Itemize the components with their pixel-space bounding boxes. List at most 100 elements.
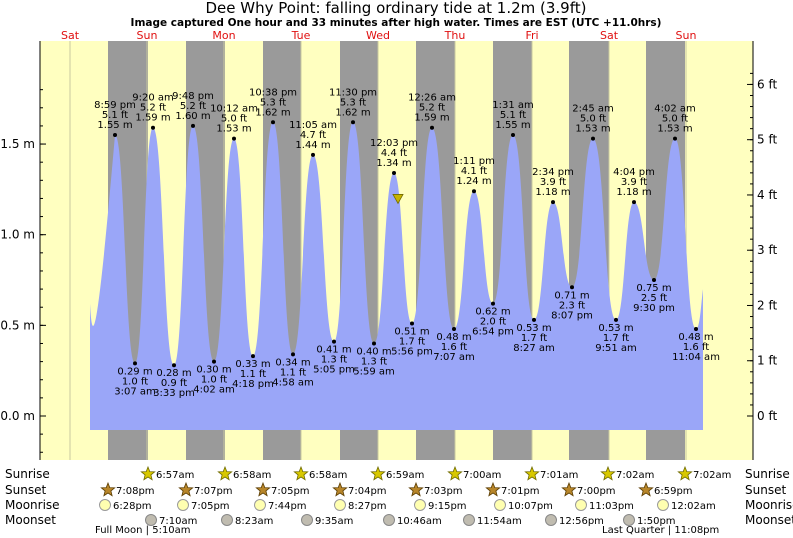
extreme-metres: 0.53 m (598, 323, 633, 334)
extreme-metres: 0.53 m (516, 323, 551, 334)
sunrise-time: 7:00am (463, 470, 501, 481)
extreme-metres: 1.60 m (175, 111, 210, 122)
low-tide-annotation: 0.53 m1.7 ft8:27 am (513, 317, 555, 354)
low-tide-annotation: 0.75 m2.5 ft9:30 pm (633, 278, 675, 314)
day-name: Wed (366, 29, 390, 42)
sunrise-icon (600, 465, 616, 481)
tide-extremes: 8:59 pm5.1 ft1.55 m0.29 m1.0 ft3:07 am9:… (94, 87, 720, 399)
high-tide-annotation: 4:04 pm3.9 ft1.18 m (613, 167, 655, 205)
extreme-feet: 1.3 ft (321, 355, 347, 366)
high-tide-annotation: 4:02 am5.0 ft1.53 m (654, 104, 696, 141)
extreme-point (392, 171, 396, 176)
extreme-time: 9:48 pm (172, 91, 214, 102)
extreme-point (311, 152, 315, 157)
moonrise-time: 8:27pm (348, 501, 387, 512)
high-tide-annotation: 8:59 pm5.1 ft1.55 m (94, 100, 136, 137)
extreme-point (511, 132, 515, 137)
extreme-point (251, 354, 255, 359)
extreme-feet: 1.3 ft (361, 356, 387, 367)
extreme-metres: 0.62 m (475, 307, 510, 318)
extreme-point (673, 136, 677, 141)
extreme-time: 2:45 am (572, 104, 614, 115)
extreme-time: 10:12 am (210, 104, 258, 115)
low-tide-annotation: 0.71 m2.3 ft8:07 pm (551, 285, 593, 321)
sunrise-icon (140, 465, 156, 481)
extreme-point (430, 125, 434, 130)
moonrise-icon (254, 499, 266, 511)
high-tide-annotation: 10:38 pm5.3 ft1.62 m (249, 87, 297, 125)
extreme-feet: 3.9 ft (540, 177, 566, 188)
low-tide-annotation: 0.53 m1.7 ft9:51 am (595, 317, 637, 354)
right-tick-label: 4 ft (757, 188, 777, 202)
left-tick-label: 0.0 m (0, 409, 35, 423)
extreme-metres: 1.53 m (657, 124, 692, 135)
extreme-feet: 1.1 ft (240, 369, 266, 380)
extreme-time: 5:05 pm (313, 365, 355, 376)
extreme-feet: 1.7 ft (521, 333, 547, 344)
sunset-icon (178, 481, 194, 497)
extreme-metres: 0.41 m (316, 345, 351, 356)
sunrise-icon (677, 465, 693, 481)
right-tick-label: 6 ft (757, 77, 777, 91)
moonrise-icon (414, 499, 426, 511)
left-tick-label: 0.5 m (0, 318, 35, 332)
moonset-time: 11:54am (477, 516, 522, 527)
extreme-time: 10:38 pm (249, 87, 297, 98)
extreme-feet: 5.1 ft (102, 110, 128, 121)
sunset-icon (408, 481, 424, 497)
moonrise-icon (575, 499, 587, 511)
extreme-point (172, 363, 176, 368)
extreme-feet: 1.1 ft (280, 367, 306, 378)
sunrise-icon (217, 465, 233, 481)
moonrise-time: 7:44pm (268, 501, 307, 512)
row-label-right: Moonrise (745, 498, 793, 512)
sunset-time: 7:00pm (577, 486, 616, 497)
extreme-metres: 1.18 m (535, 187, 570, 198)
extreme-metres: 1.55 m (97, 120, 132, 131)
extreme-time: 4:04 pm (613, 167, 655, 178)
extreme-point (372, 341, 376, 346)
sunset-icon (100, 481, 116, 497)
extreme-metres: 0.48 m (678, 332, 713, 343)
right-tick-label: 5 ft (757, 133, 777, 147)
extreme-point (133, 361, 137, 366)
extreme-metres: 1.55 m (495, 120, 530, 131)
high-tide-annotation: 9:20 am5.2 ft1.59 m (132, 93, 174, 130)
extreme-time: 7:07 am (433, 352, 475, 363)
extreme-time: 1:11 pm (453, 156, 495, 167)
sunset-time: 7:05pm (271, 486, 310, 497)
sunrise-icon (447, 465, 463, 481)
extreme-point (551, 200, 555, 205)
extreme-time: 9:51 am (595, 343, 637, 354)
moonset-time: 8:23am (235, 516, 273, 527)
right-tick-label: 2 ft (757, 298, 777, 312)
row-label-left: Moonset (5, 513, 56, 527)
moonset-icon (545, 514, 557, 526)
row-label-left: Sunrise (5, 467, 50, 481)
day-name: Tue (291, 29, 311, 42)
chart-subtitle: Image captured One hour and 33 minutes a… (131, 17, 662, 29)
extreme-feet: 2.3 ft (559, 300, 585, 311)
extreme-time: 5:56 pm (391, 347, 433, 358)
moonrise-time: 9:15pm (428, 501, 467, 512)
extreme-point (694, 326, 698, 331)
sunrise-time: 6:57am (156, 470, 194, 481)
extreme-time: 12:26 am (408, 93, 456, 104)
moonrise-icon (99, 499, 111, 511)
extreme-point (212, 359, 216, 364)
extreme-metres: 0.33 m (235, 359, 270, 370)
moonrise-time: 12:02am (671, 501, 716, 512)
extreme-time: 6:54 pm (472, 327, 514, 338)
moonset-icon (623, 514, 635, 526)
extreme-feet: 5.1 ft (500, 110, 526, 121)
moonset-time: 9:35am (315, 516, 353, 527)
day-name: Sat (61, 29, 80, 42)
extreme-metres: 0.29 m (117, 366, 152, 377)
right-tick-label: 0 ft (757, 409, 777, 423)
extreme-feet: 4.7 ft (300, 130, 326, 141)
tide-curve-area (90, 122, 703, 431)
low-tide-annotation: 0.33 m1.1 ft4:18 pm (232, 354, 274, 390)
extreme-metres: 0.34 m (275, 357, 310, 368)
